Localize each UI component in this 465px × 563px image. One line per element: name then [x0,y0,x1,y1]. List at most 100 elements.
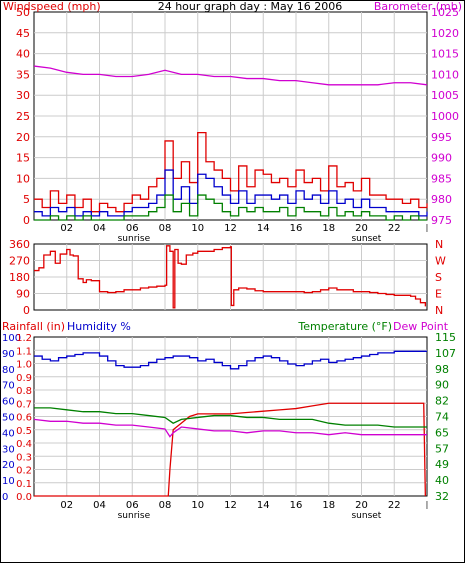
wind-x-tick-label: 08 [159,223,172,234]
barometer-y-tick-label: 1000 [431,110,459,123]
dewpoint-line [33,418,427,438]
humidity-y-tick-label: 60 [2,397,15,408]
wind-x-end-tick: | [426,223,429,232]
climate-x-tick-label: 16 [290,500,303,511]
humidity-y-tick-label: 50 [2,413,15,424]
rainfall-y-tick-label: 0.8 [16,386,32,397]
temperature-y-tick-label: 82 [435,395,449,408]
rainfall-axis-title: Rainfall (in) [2,320,65,333]
climate-x-tick-label: 08 [159,500,172,511]
climate-x-tick-label: 20 [355,500,368,511]
rainfall-line [34,402,427,497]
barometer-y-tick-label: 975 [431,214,452,227]
rainfall-y-tick-label: 0.2 [16,466,32,477]
barometer-y-tick-label: 1015 [431,48,459,61]
wind-average-line [34,169,428,217]
barometer-line [33,65,428,86]
wind-gust-line [34,131,428,213]
climate-x-tick-label: 02 [60,500,73,511]
direction-compass-label: W [435,255,446,268]
barometer-y-tick-label: 985 [431,172,452,185]
humidity-y-tick-label: 100 [2,333,21,344]
climate-x-tick-label: 12 [224,500,237,511]
humidity-y-tick-label: 0 [2,492,8,503]
humidity-y-tick-label: 80 [2,365,15,376]
rainfall-y-tick-label: 0.1 [16,479,32,490]
temperature-y-tick-label: 57 [435,442,449,455]
chart-title: 24 hour graph day : May 16 2006 [158,0,343,13]
climate-x-end-tick: | [426,500,429,509]
temperature-y-tick-label: 107 [435,347,456,360]
wind-y-tick-label: 10 [16,172,30,185]
temperature-y-tick-label: 90 [435,379,449,392]
climate-sunset-label: sunset [351,511,381,521]
humidity-y-tick-label: 20 [2,460,15,471]
barometer-y-tick-label: 995 [431,131,452,144]
climate-x-tick-label: 10 [191,500,204,511]
climate-x-tick-label: 22 [388,500,401,511]
wind-y-tick-label: 5 [23,193,30,206]
wind-x-tick-label: 20 [355,223,368,234]
wind-x-tick-label: 04 [93,223,106,234]
direction-compass-label: S [435,271,442,284]
temperature-line [34,407,427,428]
wind-y-tick-label: 50 [16,6,30,19]
wind-x-tick-label: 12 [224,223,237,234]
climate-x-tick-label: 04 [93,500,106,511]
wind-y-tick-label: 35 [16,68,30,81]
rainfall-y-tick-label: 1.2 [16,333,32,344]
wind-x-tick-label: 02 [60,223,73,234]
climate-x-tick-label: 14 [257,500,270,511]
wind-x-tick-label: 22 [388,223,401,234]
barometer-axis-title: Barometer (mb) [374,0,462,13]
rainfall-y-tick-label: 0.6 [16,413,32,424]
direction-y-tick-label: 270 [9,255,30,268]
rainfall-y-tick-label: 0.9 [16,373,32,384]
rainfall-y-tick-label: 0.4 [16,439,32,450]
wind-y-tick-label: 20 [16,131,30,144]
direction-compass-label: N [435,238,443,251]
barometer-y-tick-label: 1010 [431,68,459,81]
humidity-y-tick-label: 70 [2,381,15,392]
dewpoint-axis-title: Dew Point [393,320,449,333]
climate-x-tick-label: 18 [322,500,335,511]
rainfall-y-tick-label: 1.1 [16,346,32,357]
direction-line [34,245,427,309]
wind-y-tick-label: 45 [16,27,30,40]
rainfall-y-tick-label: 0.7 [16,399,32,410]
wind-x-tick-label: 16 [290,223,303,234]
wind-sunrise-label: sunrise [118,234,151,244]
barometer-y-tick-label: 1025 [431,6,459,19]
direction-y-tick-label: 0 [23,304,30,317]
wind-x-tick-label: 18 [322,223,335,234]
temperature-y-tick-label: 32 [435,490,449,503]
climate-sunrise-label: sunrise [118,511,151,521]
direction-compass-label: N [435,304,443,317]
wind-y-tick-label: 40 [16,48,30,61]
wind-x-tick-label: 10 [191,223,204,234]
rainfall-y-tick-label: 0.0 [16,492,32,503]
rainfall-y-tick-label: 1.0 [16,360,32,371]
barometer-y-tick-label: 1005 [431,89,459,102]
humidity-y-tick-label: 10 [2,476,15,487]
temperature-y-tick-label: 115 [435,331,456,344]
humidity-y-tick-label: 30 [2,444,15,455]
humidity-axis-title: Humidity % [67,320,131,333]
humidity-line [34,350,427,370]
temperature-y-tick-label: 98 [435,363,449,376]
humidity-y-tick-label: 90 [2,349,15,360]
temperature-y-tick-label: 40 [435,474,449,487]
wind-axis-title: Windspeed (mph) [3,0,101,13]
wind-y-tick-label: 15 [16,152,30,165]
wind-sunset-label: sunset [351,234,381,244]
direction-compass-label: E [435,288,442,301]
climate-x-tick-label: 06 [126,500,139,511]
wind-minimum-line [34,194,427,221]
rainfall-y-tick-label: 0.5 [16,426,32,437]
direction-y-tick-label: 360 [9,238,30,251]
temperature-axis-title: Temperature (°F) [297,320,392,333]
wind-y-tick-label: 0 [23,214,30,227]
temperature-y-tick-label: 49 [435,458,449,471]
direction-y-tick-label: 90 [16,288,30,301]
